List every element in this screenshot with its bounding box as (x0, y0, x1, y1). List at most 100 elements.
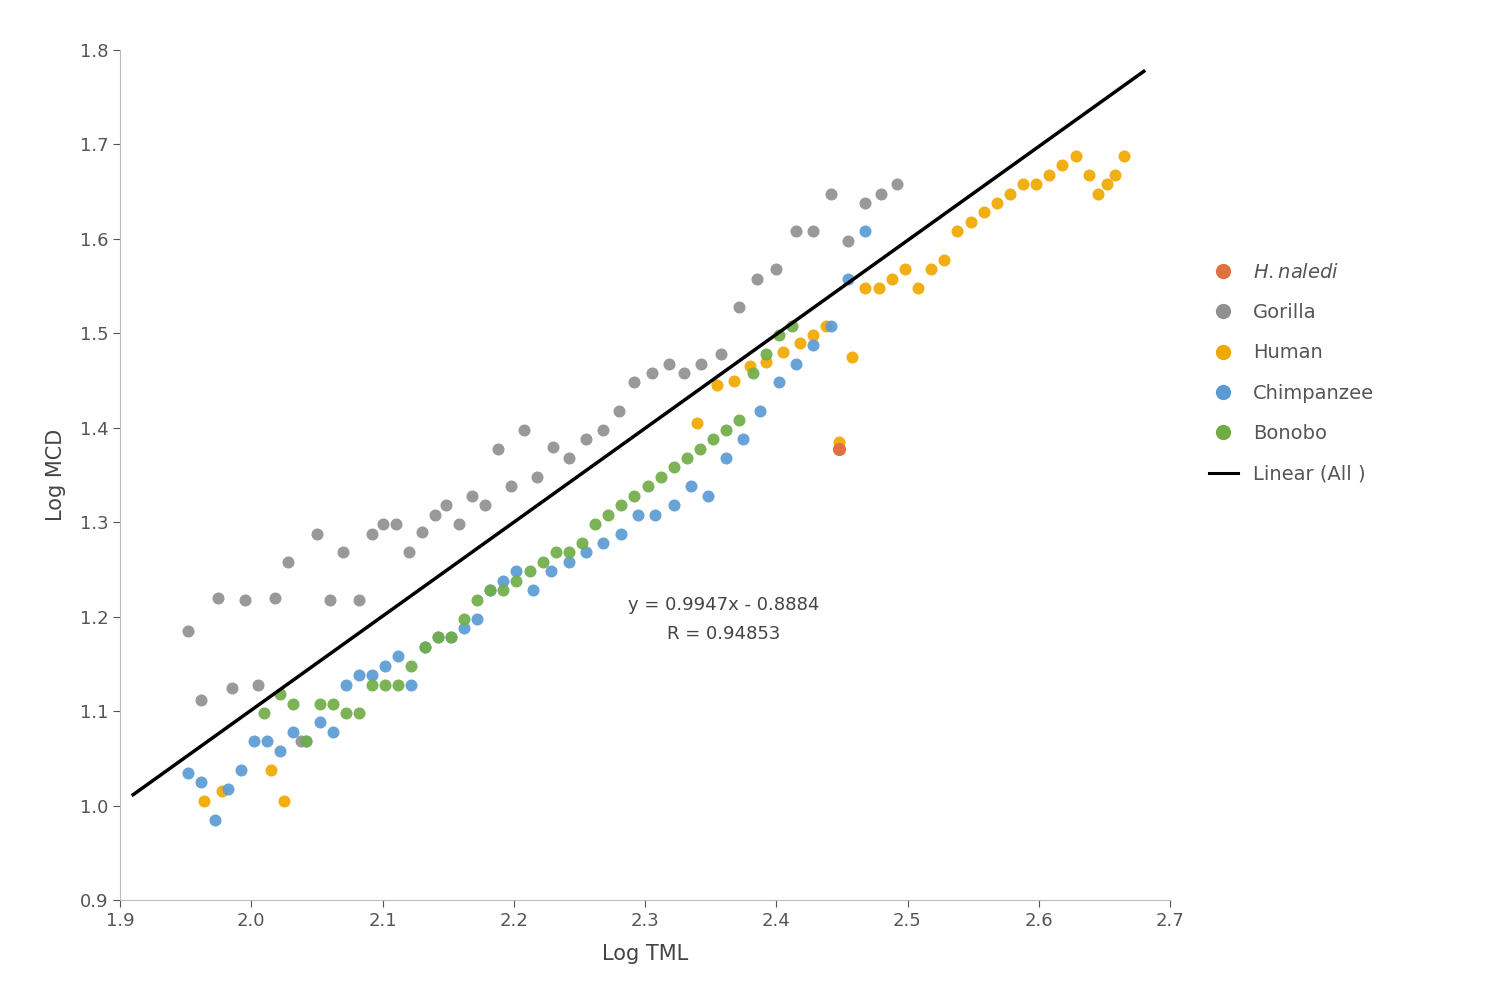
Point (662, 459, 686, 475)
Point (438, 629, 462, 645)
Point (710, 346, 734, 362)
Point (906, 280, 930, 296)
Point (827, 434, 850, 450)
Point (438, 629, 462, 645)
Point (819, 186, 843, 202)
Point (396, 544, 420, 560)
Point (268, 743, 292, 759)
Point (399, 677, 423, 693)
Point (696, 488, 720, 504)
Point (945, 223, 969, 239)
Point (387, 677, 411, 693)
Point (958, 214, 982, 230)
Point (360, 677, 384, 693)
Point (276, 554, 300, 570)
Point (738, 358, 762, 374)
Point (1011, 176, 1035, 192)
Point (294, 733, 318, 749)
Point (596, 507, 619, 523)
Point (228, 762, 252, 778)
Point (574, 431, 598, 447)
Point (766, 327, 790, 343)
Point (591, 422, 615, 438)
Point (321, 696, 345, 712)
Point (332, 544, 356, 560)
Point (837, 233, 861, 249)
Point (282, 696, 306, 712)
Point (216, 781, 240, 797)
Point (932, 252, 957, 268)
Point (1086, 186, 1110, 202)
Point (399, 658, 423, 674)
Point (522, 582, 546, 598)
Point (819, 318, 843, 334)
Point (459, 488, 483, 504)
Point (591, 535, 615, 551)
Point (346, 667, 370, 683)
Point (753, 354, 777, 370)
Point (486, 441, 510, 457)
Point (410, 524, 434, 540)
Point (622, 374, 646, 390)
Point (801, 327, 825, 343)
Point (189, 774, 213, 790)
Point (260, 762, 284, 778)
Point (242, 733, 266, 749)
Point (525, 469, 549, 485)
Point (433, 497, 457, 513)
Point (384, 516, 408, 532)
Point (290, 733, 314, 749)
Point (879, 271, 903, 287)
Point (543, 544, 567, 560)
Point (1050, 157, 1074, 173)
Point (920, 261, 944, 277)
Point (741, 365, 765, 381)
Point (722, 373, 746, 389)
Point (784, 356, 808, 372)
Point (1102, 167, 1126, 183)
Point (984, 195, 1008, 211)
Point (609, 497, 633, 513)
Point (766, 374, 790, 390)
Point (853, 223, 877, 239)
Point (500, 478, 523, 494)
Point (753, 346, 777, 362)
Point (662, 497, 686, 513)
Point (574, 544, 598, 560)
Point (426, 629, 450, 645)
Point (1024, 176, 1048, 192)
Point (622, 488, 646, 504)
Point (788, 335, 812, 351)
Point (714, 422, 738, 438)
Point (478, 582, 502, 598)
Point (672, 365, 696, 381)
Point (657, 356, 681, 372)
Point (556, 544, 580, 560)
Point (780, 318, 804, 334)
Point (1038, 167, 1062, 183)
Legend: $\it{H. naledi}$, Gorilla, Human, Chimpanzee, Bonobo, Linear (All ): $\it{H. naledi}$, Gorilla, Human, Chimpa… (1200, 255, 1382, 491)
Point (304, 526, 328, 542)
Point (705, 377, 729, 393)
Point (472, 497, 496, 513)
Point (318, 592, 342, 608)
Point (606, 403, 630, 419)
Point (177, 765, 201, 781)
Point (1112, 148, 1136, 164)
Point (892, 261, 916, 277)
Point (374, 658, 398, 674)
Point (370, 516, 394, 532)
Point (728, 299, 752, 315)
Point (219, 680, 243, 696)
Point (840, 349, 864, 365)
Point (853, 280, 877, 296)
Point (308, 714, 332, 730)
Point (764, 261, 788, 277)
Point (346, 592, 370, 608)
Point (998, 186, 1022, 202)
Point (252, 705, 276, 721)
Point (837, 271, 861, 287)
Point (426, 629, 450, 645)
Point (268, 686, 292, 702)
Point (294, 733, 318, 749)
